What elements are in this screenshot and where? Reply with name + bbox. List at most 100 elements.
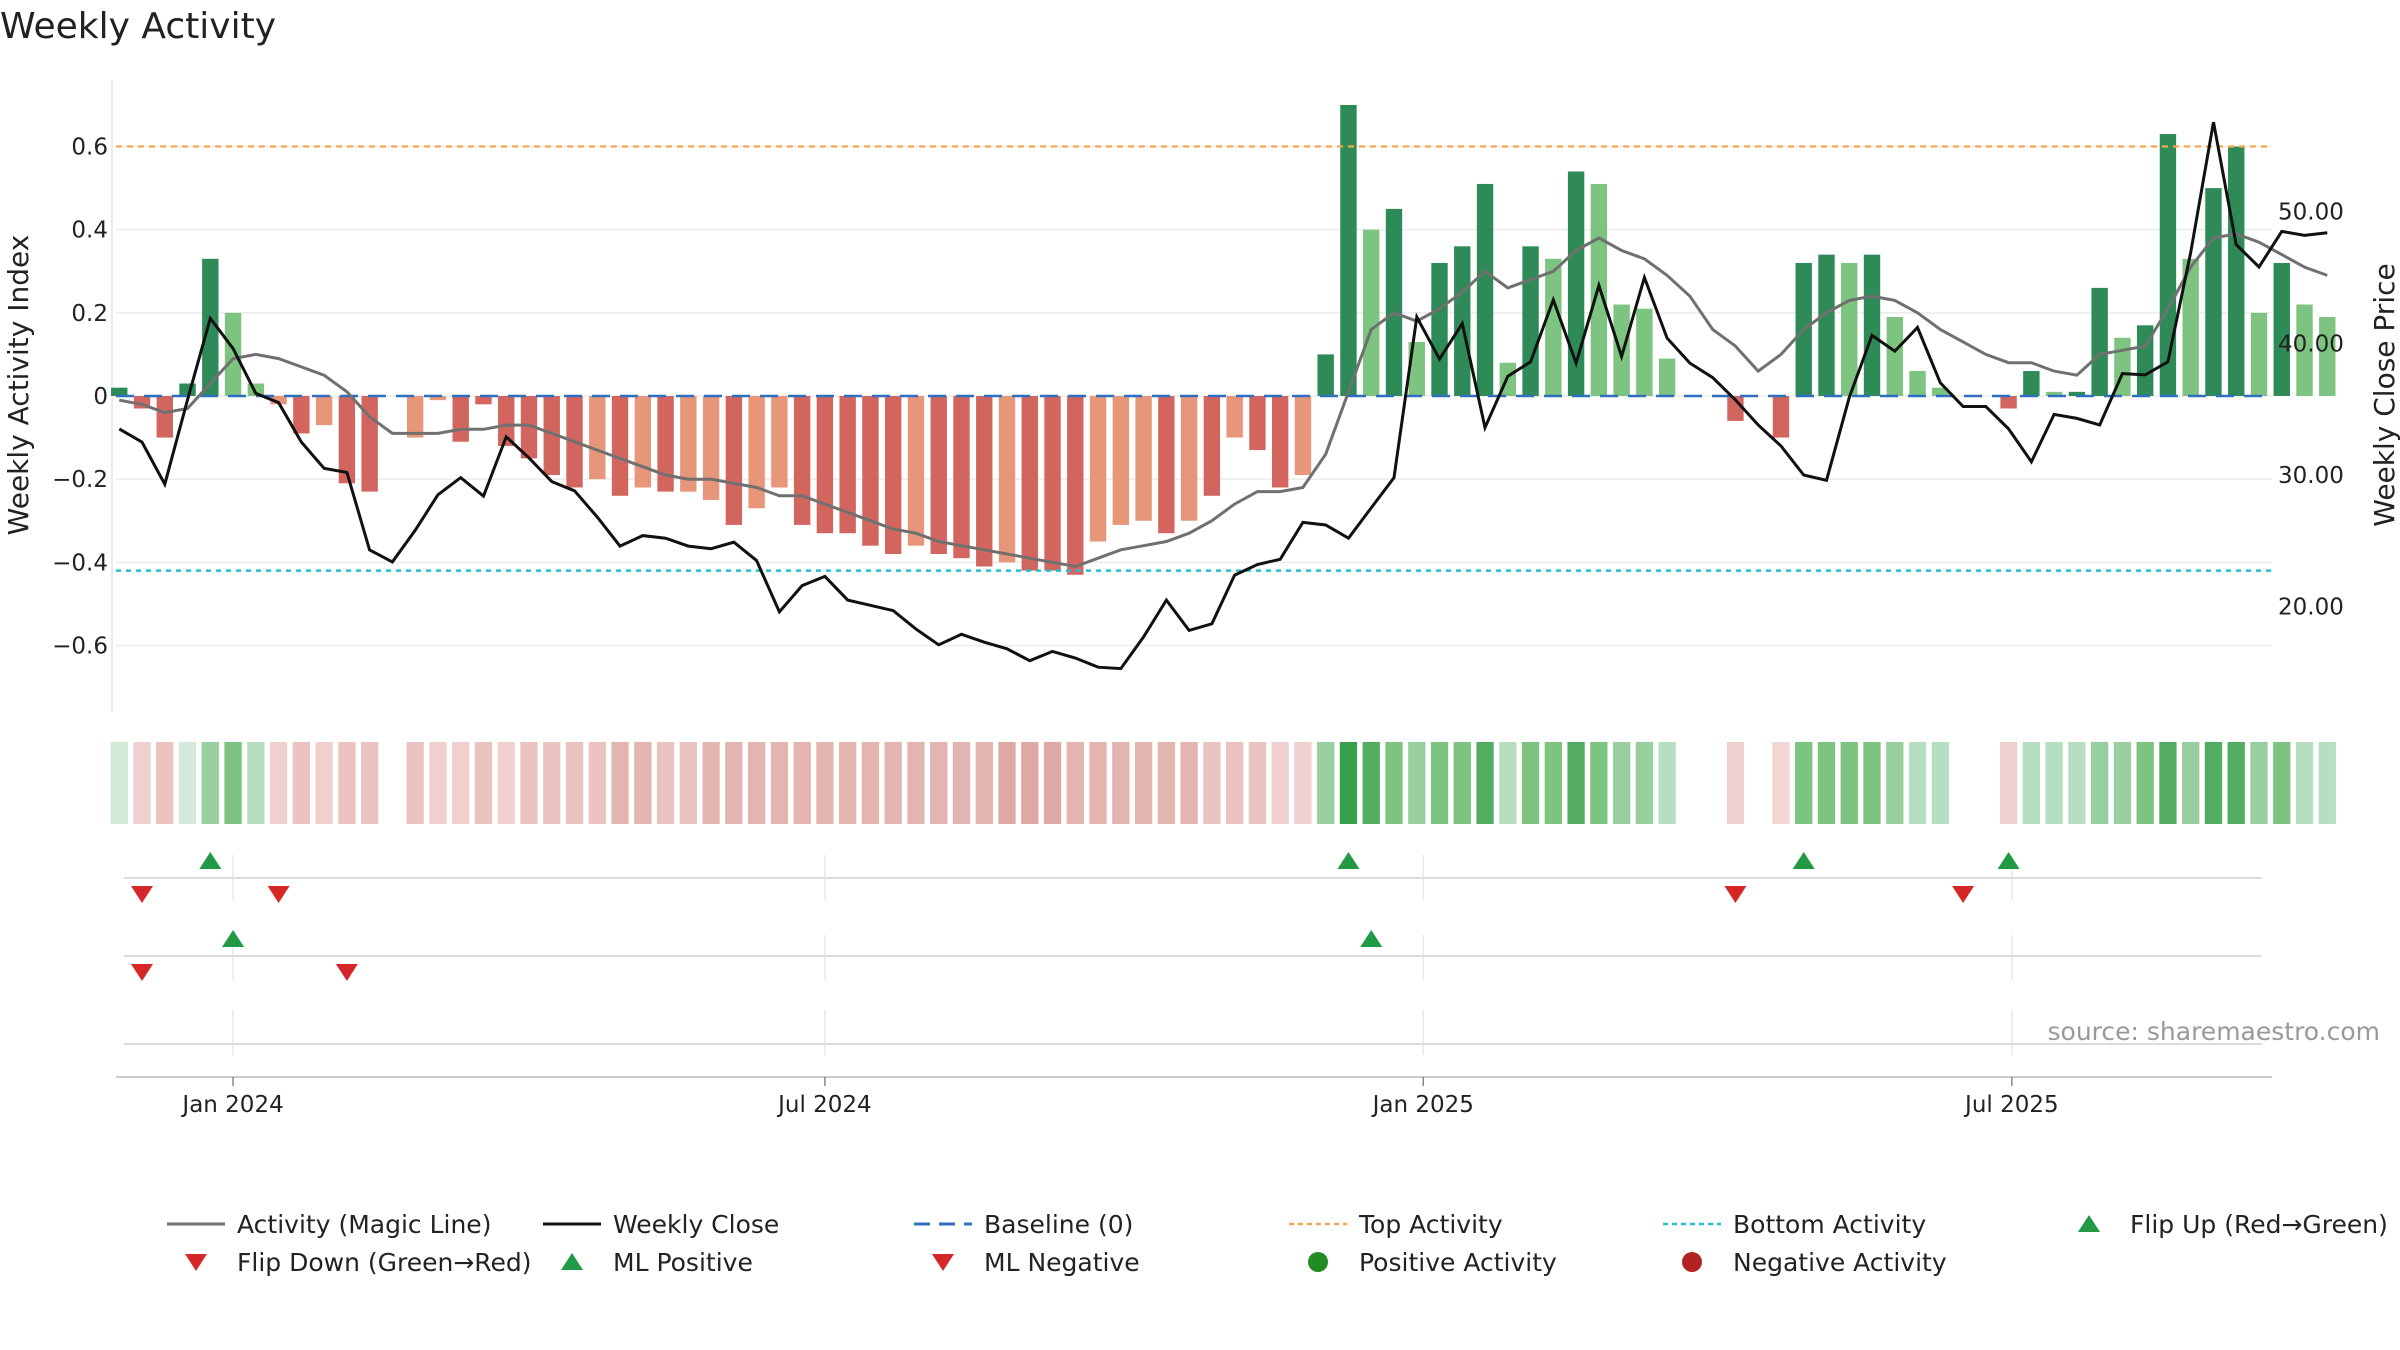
flip-up-marker [199, 852, 222, 869]
activity-bar [2023, 371, 2040, 396]
activity-bar [1909, 371, 1926, 396]
legend-label: Top Activity [1358, 1210, 1503, 1239]
y2-tick-label: 30.00 [2278, 463, 2344, 489]
activity-bar [2136, 325, 2154, 396]
heat-cell [292, 742, 311, 824]
activity-bar [475, 396, 492, 405]
activity-bar [270, 396, 287, 405]
activity-bar [156, 396, 173, 438]
heat-cell [839, 742, 857, 824]
heat-cell [2227, 742, 2245, 824]
chart-title: Weekly Activity [0, 6, 276, 47]
legend-swatch [185, 1254, 207, 1271]
heat-cell [2204, 742, 2223, 824]
heat-cell [1112, 742, 1130, 824]
heat-cell [1453, 742, 1471, 824]
heat-cell [1066, 742, 1084, 824]
heat-cell [224, 742, 242, 824]
heat-cell [1817, 742, 1836, 824]
activity-bar [1317, 354, 1334, 396]
legend-label: Weekly Close [613, 1210, 779, 1239]
activity-bar [1613, 304, 1630, 396]
legend-label: Positive Activity [1359, 1248, 1557, 1277]
activity-bar [338, 396, 356, 484]
legend-label: Negative Activity [1733, 1248, 1947, 1277]
heat-cell [1726, 742, 1745, 824]
heat-cell [452, 742, 470, 824]
heat-cell [2091, 742, 2109, 824]
flip-up-marker [1792, 852, 1815, 869]
activity-bar [202, 258, 219, 396]
activity-heat-strip [110, 742, 2336, 824]
activity-bar [748, 396, 765, 509]
heat-cell [725, 742, 743, 824]
legend: Activity (Magic Line) Weekly Close Baselin… [167, 1210, 2388, 1277]
heat-cell [816, 742, 834, 824]
activity-bar [953, 396, 970, 559]
heat-cell [1134, 742, 1153, 824]
heat-cell [338, 742, 356, 824]
legend-label: Flip Up (Red→Green) [2130, 1210, 2388, 1239]
heat-cell [1795, 742, 1813, 824]
activity-bar [1431, 262, 1448, 396]
heat-cell [1248, 742, 1267, 824]
heat-cell [178, 742, 197, 824]
activity-bar [1021, 396, 1038, 571]
y2-tick-label: 40.00 [2278, 331, 2344, 357]
heat-cell [1567, 742, 1585, 824]
heat-cell [1863, 742, 1881, 824]
legend-swatch [1682, 1252, 1702, 1272]
activity-bar [611, 396, 629, 496]
heat-cell [1021, 742, 1039, 824]
heat-cell [1476, 742, 1494, 824]
heat-cell [1908, 742, 1927, 824]
activity-bar [1089, 396, 1107, 542]
heat-cell [679, 742, 697, 824]
activity-bar [702, 396, 720, 500]
activity-bar [429, 396, 447, 401]
heat-cell [1339, 742, 1358, 824]
activity-bar [1203, 396, 1221, 496]
heat-cell [1772, 742, 1790, 824]
activity-bar [2273, 262, 2290, 396]
activity-bar [634, 396, 652, 488]
heat-cell [1385, 742, 1403, 824]
x-tick-label: Jul 2025 [1963, 1092, 2059, 1118]
activity-bar [862, 396, 879, 546]
heat-cell [474, 742, 493, 824]
activity-bar [1294, 396, 1312, 475]
heat-cell [634, 742, 652, 824]
activity-bar [315, 396, 333, 426]
activity-bar [1636, 308, 1653, 396]
flip-down-marker [267, 886, 290, 903]
flip-down-marker [131, 886, 154, 903]
heat-cell [1612, 742, 1631, 824]
heat-cell [1886, 742, 1904, 824]
heat-cell [1157, 742, 1176, 824]
flip-down-marker [1952, 886, 1975, 903]
heat-cell [1203, 742, 1221, 824]
heat-cell [975, 742, 993, 824]
activity-bar [1271, 396, 1289, 488]
activity-bar [1044, 396, 1061, 571]
y-tick-label: −0.6 [52, 633, 108, 659]
heat-cell [2113, 742, 2132, 824]
activity-bar [179, 383, 196, 396]
activity-bar [1363, 229, 1380, 396]
legend-swatch [561, 1253, 583, 1270]
legend-label: ML Positive [613, 1248, 753, 1277]
activity-bar [589, 396, 606, 480]
heat-cell [998, 742, 1016, 824]
heat-cell [1840, 742, 1858, 824]
heat-cell [1180, 742, 1198, 824]
heat-cell [1430, 742, 1449, 824]
grid [111, 80, 2272, 1078]
heat-cell [1225, 742, 1244, 824]
activity-bar [2091, 287, 2108, 396]
activity-bar [885, 396, 902, 554]
heat-cell [907, 742, 925, 824]
activity-bar [2159, 134, 2177, 397]
activity-bar [1522, 246, 1539, 396]
y-axis-label: Weekly Activity Index [2, 235, 35, 536]
